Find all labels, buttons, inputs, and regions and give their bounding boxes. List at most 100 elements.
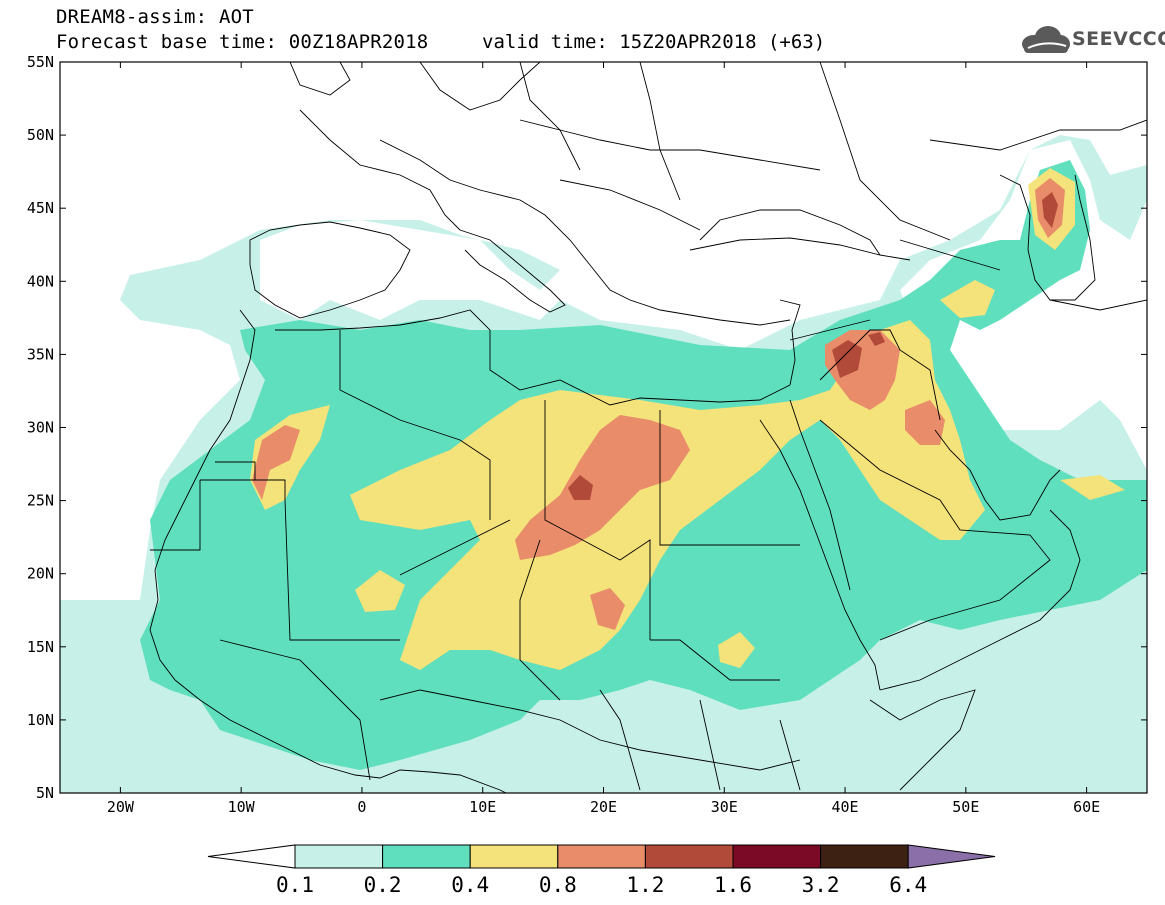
lon-tick-label: 50E: [952, 798, 979, 816]
colorbar-label: 1.2: [626, 873, 664, 897]
coastline-egypt-red-sea: [789, 399, 851, 591]
border-saudi: [819, 419, 1051, 641]
coastline-france-uk: [299, 109, 461, 231]
aot-band-0.4: [350, 320, 985, 670]
coastline-arabia-south: [879, 509, 1081, 691]
map-title: DREAM8-assim: AOT: [56, 6, 254, 28]
border-chad: [519, 539, 561, 701]
aot-band-1.2-libya: [568, 475, 593, 500]
coastline-uk: [289, 62, 351, 96]
lon-tick-label: 40E: [832, 798, 859, 816]
lon-tick-label: 20E: [590, 798, 617, 816]
coastline-north-africa: [275, 309, 791, 406]
lat-tick-label: 10N: [27, 711, 54, 729]
colorbar-label: 6.4: [889, 873, 927, 897]
colorbar-labels: 0.1 0.2 0.4 0.8 1.2 1.6 3.2 6.4: [276, 873, 927, 897]
lon-tick-label: 10E: [469, 798, 496, 816]
aot-band-0.8: [515, 415, 690, 560]
coastline-iran: [1049, 299, 1147, 311]
lat-tick-label: 45N: [27, 199, 54, 217]
lon-tick-label: 30E: [711, 798, 738, 816]
lon-tick-label: 10W: [228, 798, 256, 816]
aot-band-0.8-morocco: [252, 425, 300, 500]
border-mali: [200, 479, 286, 500]
coastline-balkans: [519, 199, 791, 326]
colorbar-label: 0.4: [451, 873, 489, 897]
colorbar: [207, 844, 996, 869]
lat-tick-label: 55N: [27, 53, 54, 71]
colorbar-extension-low: [207, 844, 296, 869]
aot-band-0.8-chad: [590, 588, 625, 630]
border-africa-south-2: [599, 689, 801, 791]
colorbar-bin: [820, 844, 909, 869]
border-egypt: [659, 410, 800, 546]
border-westafrica: [219, 639, 371, 781]
border-sahara-1: [284, 499, 400, 641]
latitude-axis: 55N 50N 45N 40N 35N 30N 25N 20N 15N 10N 5N: [27, 53, 1147, 802]
border-europe-4: [519, 62, 581, 171]
lon-tick-label: 0: [357, 798, 366, 816]
colorbar-bin: [469, 844, 559, 869]
aot-band-0.4-chad: [718, 632, 755, 668]
coastline-scandinavia: [419, 62, 541, 111]
aot-band-0.8-kuwait: [905, 400, 945, 445]
colorbar-bin: [557, 844, 646, 869]
border-sahara-3: [339, 330, 491, 520]
border-russia: [819, 62, 951, 241]
colorbar-bin: [644, 844, 734, 869]
aot-band-0.4-east: [940, 280, 995, 318]
border-sahara-2: [399, 519, 511, 576]
colorbar-label: 0.8: [539, 873, 577, 897]
colorbar-label: 3.2: [802, 873, 840, 897]
lat-tick-label: 5N: [36, 784, 54, 802]
lat-tick-label: 15N: [27, 638, 54, 656]
lat-tick-label: 35N: [27, 345, 54, 363]
coastline-west-africa: [149, 309, 508, 793]
colorbar-label: 1.6: [714, 873, 752, 897]
coastlines-and-borders: [149, 62, 1147, 793]
border-iraq: [819, 329, 941, 421]
cloud-logo-icon: [1022, 26, 1070, 53]
aot-band-1.2-iraq: [832, 340, 862, 378]
colorbar-extension-high: [907, 844, 996, 869]
colorbar-bin: [382, 844, 471, 869]
border-sudan: [650, 639, 780, 681]
colorbar-bin: [732, 844, 822, 869]
coastline-levant: [779, 299, 801, 386]
valid-time: valid time: 15Z20APR2018 (+63): [482, 31, 826, 53]
coastline-gulf: [934, 429, 1061, 521]
colorbar-bin: [294, 844, 384, 869]
coastline-horn: [869, 689, 976, 791]
border-kazakh: [929, 119, 1147, 151]
border-europe-5: [639, 62, 681, 201]
lat-tick-label: 25N: [27, 492, 54, 510]
border-libya: [544, 400, 651, 640]
coastline-iberia: [249, 221, 411, 319]
lat-tick-label: 40N: [27, 272, 54, 290]
border-europe-1: [379, 139, 521, 201]
border-mauritania: [150, 461, 256, 551]
aot-band-1.2-iraq2: [868, 332, 885, 346]
border-turkey-syria: [789, 319, 871, 341]
coastline-turkey: [689, 237, 911, 261]
coastline-red-sea: [759, 419, 881, 691]
coastline-italy: [459, 229, 566, 313]
aot-contours: [60, 135, 1147, 793]
lon-tick-label: 20W: [107, 798, 135, 816]
aot-band-0.4-gulf: [1060, 475, 1125, 500]
border-africa-south: [379, 689, 801, 771]
border-europe-3: [559, 179, 701, 231]
logo-text: SEEVCCC: [1072, 28, 1165, 50]
coastline-black-sea: [699, 209, 881, 256]
border-caucasus: [899, 239, 1001, 271]
forecast-base-time: Forecast base time: 00Z18APR2018: [56, 31, 429, 53]
colorbar-label: 0.1: [276, 873, 314, 897]
aot-band-1.2-caspian: [1042, 192, 1058, 228]
lat-tick-label: 30N: [27, 419, 54, 437]
lat-tick-label: 20N: [27, 565, 54, 583]
lat-tick-label: 50N: [27, 126, 54, 144]
colorbar-label: 0.2: [364, 873, 402, 897]
aot-band-0.4-sahel: [355, 570, 405, 612]
